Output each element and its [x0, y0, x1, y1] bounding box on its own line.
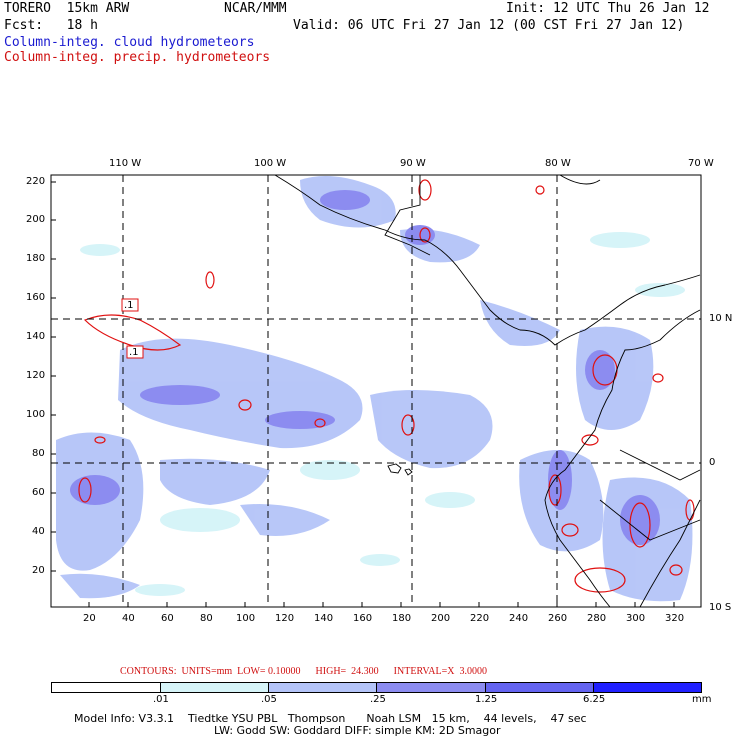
grid-y-label: 60	[32, 487, 45, 498]
colorbar-segment-5	[593, 682, 702, 693]
contour-label-1: .1	[124, 300, 134, 311]
model-title: TORERO 15km ARW	[4, 1, 130, 16]
grid-x-label: 100	[236, 613, 256, 624]
field-label-precip: Column-integ. precip. hydrometeors	[4, 50, 271, 65]
grid-x-label: 280	[587, 613, 607, 624]
grid-x-label: 140	[314, 613, 334, 624]
map-border	[50, 174, 702, 608]
grid-x-label: 120	[275, 613, 295, 624]
colorbar-tick: .05	[261, 694, 277, 705]
grid-x-label: 220	[470, 613, 490, 624]
lon-label-110w: 110 W	[109, 158, 142, 169]
coastlines	[274, 174, 701, 608]
colorbar-segment-4	[485, 682, 594, 693]
organization-label: NCAR/MMM	[224, 1, 287, 16]
contour-label-boxes	[121, 298, 144, 359]
field-label-cloud: Column-integ. cloud hydrometeors	[4, 35, 255, 50]
precip-contours	[78, 179, 695, 593]
frame-ticks	[51, 181, 675, 607]
grid-x-label: 300	[626, 613, 646, 624]
cloud-shading-trace	[80, 232, 685, 596]
grid-y-label: 220	[26, 176, 46, 187]
grid-x-label: 20	[83, 613, 96, 624]
grid-y-label: 200	[26, 214, 46, 225]
init-time: Init: 12 UTC Thu 26 Jan 12	[506, 1, 710, 16]
colorbar-tick: 6.25	[583, 694, 606, 705]
lon-label-70w: 70 W	[688, 158, 714, 169]
grid-x-label: 260	[548, 613, 568, 624]
grid-x-label: 320	[665, 613, 685, 624]
colorbar-unit: mm	[692, 694, 712, 705]
colorbar-segment-2	[268, 682, 377, 693]
grid-y-label: 180	[26, 253, 46, 264]
graticule	[51, 175, 701, 607]
contour-info: CONTOURS: UNITS=mm LOW= 0.10000 HIGH= 24…	[120, 666, 487, 677]
lon-label-90w: 90 W	[400, 158, 426, 169]
grid-x-label: 160	[353, 613, 373, 624]
model-info-line1: Model Info: V3.3.1 Tiedtke YSU PBL Thomp…	[74, 712, 587, 725]
lat-label-10s: 10 S	[709, 602, 732, 613]
grid-x-label: 180	[392, 613, 412, 624]
lon-label-80w: 80 W	[545, 158, 571, 169]
colorbar-tick: 1.25	[475, 694, 498, 705]
grid-y-label: 140	[26, 331, 46, 342]
grid-x-label: 80	[200, 613, 213, 624]
colorbar-segment-1	[160, 682, 269, 693]
colorbar-tick: .01	[153, 694, 169, 705]
forecast-hour: Fcst: 18 h	[4, 18, 98, 33]
grid-y-label: 20	[32, 565, 45, 576]
lat-label-0: 0	[709, 457, 716, 468]
colorbar-tick: .25	[370, 694, 386, 705]
grid-y-label: 100	[26, 409, 46, 420]
lon-label-100w: 100 W	[254, 158, 287, 169]
contour-label-2: .1	[129, 347, 139, 358]
grid-y-label: 80	[32, 448, 45, 459]
grid-x-label: 240	[509, 613, 529, 624]
grid-x-label: 200	[431, 613, 451, 624]
grid-x-label: 40	[122, 613, 135, 624]
grid-y-label: 120	[26, 370, 46, 381]
grid-y-label: 160	[26, 292, 46, 303]
valid-time: Valid: 06 UTC Fri 27 Jan 12 (00 CST Fri …	[293, 18, 685, 33]
grid-x-label: 60	[161, 613, 174, 624]
colorbar-segment-3	[376, 682, 486, 693]
colorbar-segment-0	[51, 682, 161, 693]
model-info-line2: LW: Godd SW: Goddard DIFF: simple KM: 2D…	[214, 724, 501, 737]
grid-y-label: 40	[32, 526, 45, 537]
lat-label-10n: 10 N	[709, 313, 733, 324]
